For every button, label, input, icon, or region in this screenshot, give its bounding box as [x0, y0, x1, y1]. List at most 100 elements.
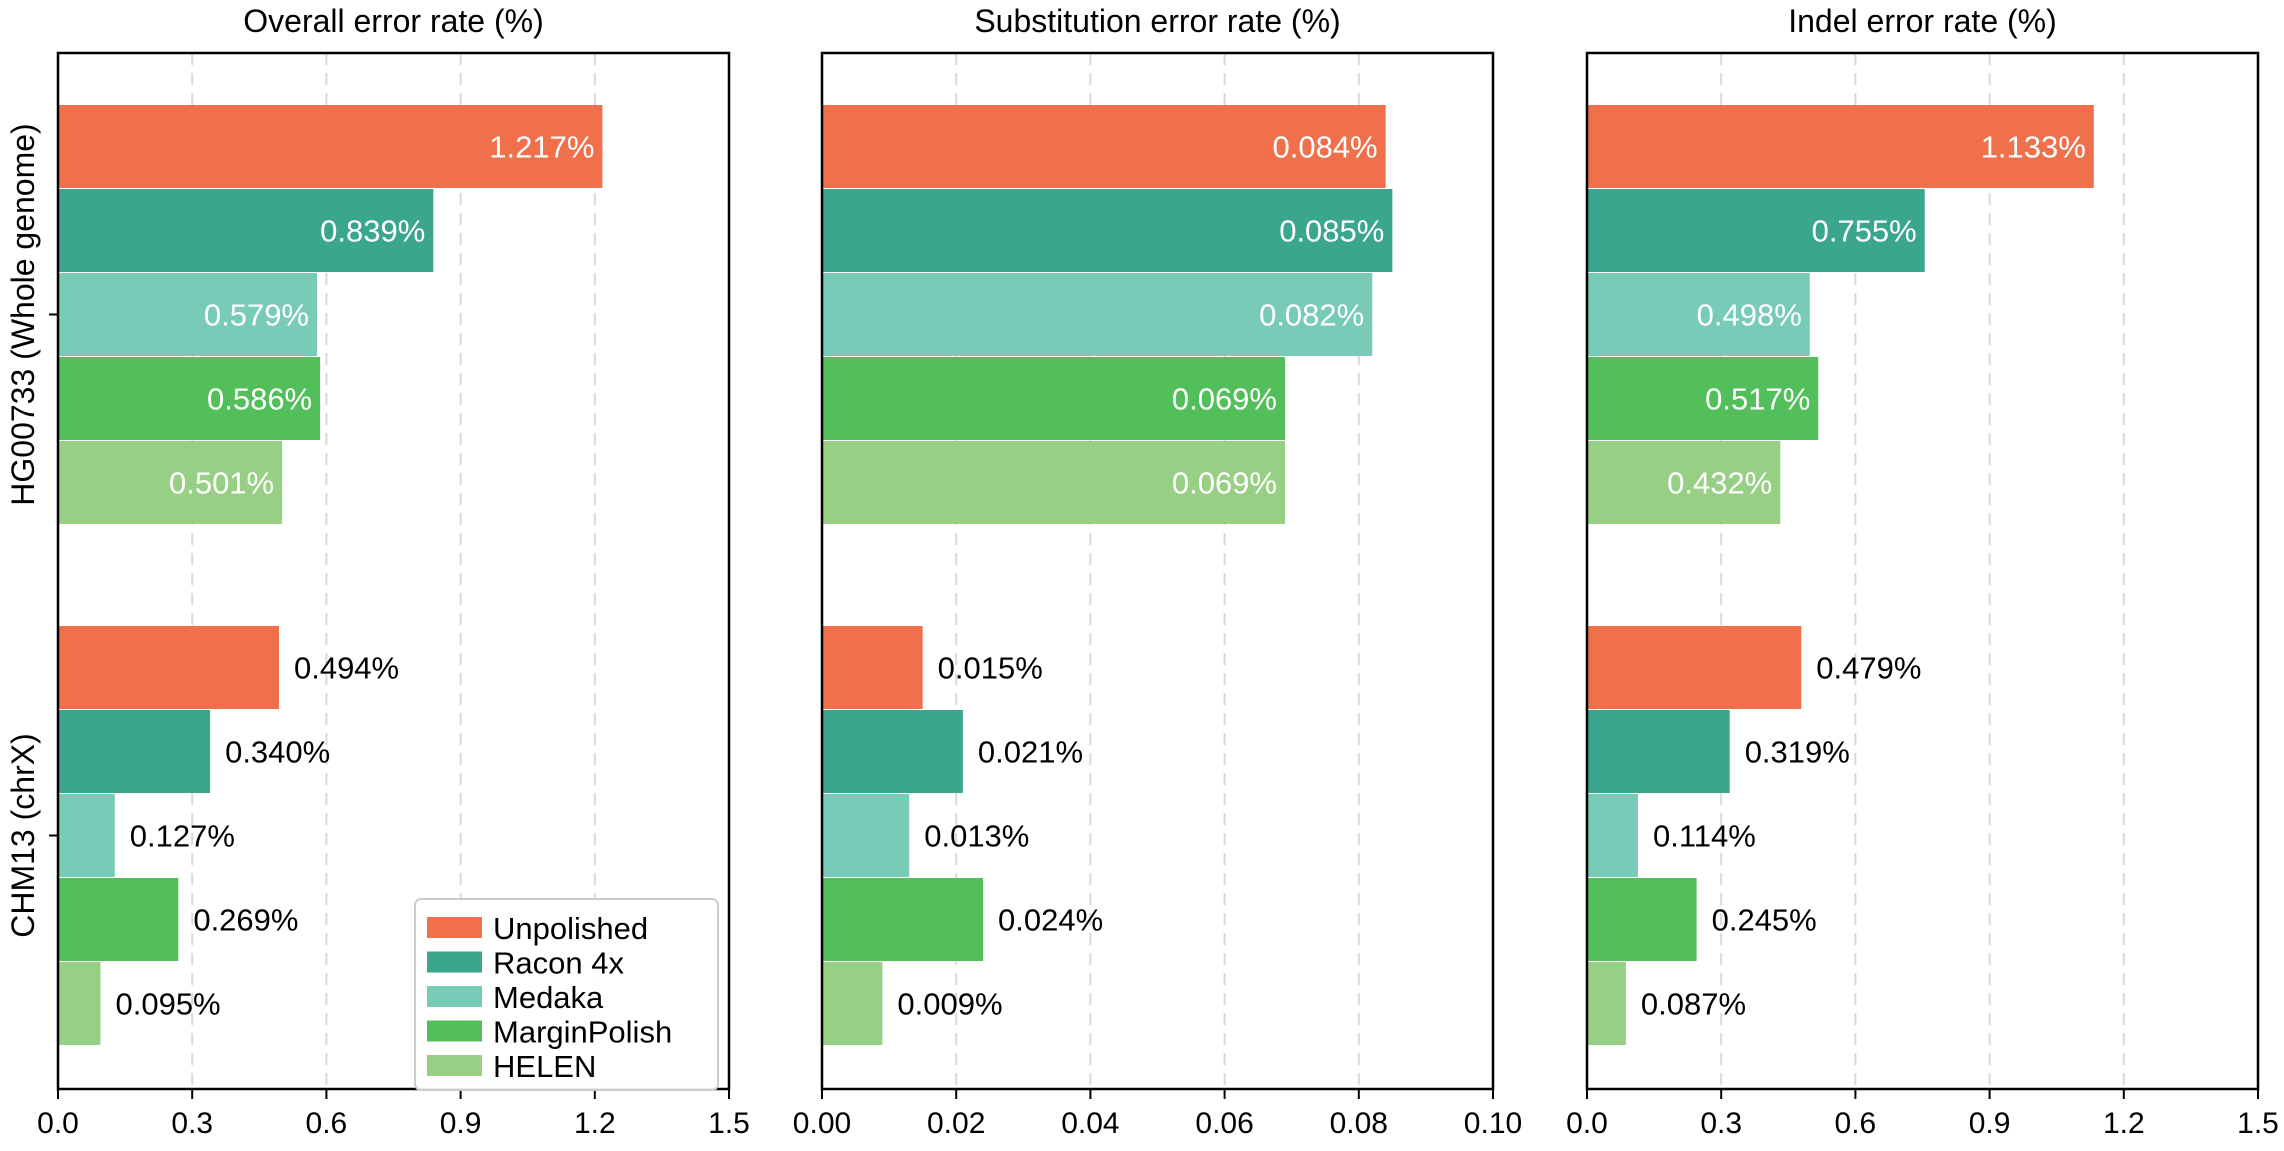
bar-value-label: 0.114%	[1653, 819, 1756, 854]
legend-frame	[414, 898, 719, 1091]
bar-value-label: 0.494%	[294, 651, 399, 686]
bar-value-label: 0.084%	[1272, 130, 1377, 165]
bar-unpolished-hg00733	[58, 105, 603, 188]
x-tick-label: 1.5	[708, 1107, 750, 1140]
bar-value-label: 1.217%	[489, 130, 594, 165]
bar-unpolished-hg00733	[1587, 105, 2094, 188]
bar-value-label: 0.755%	[1812, 214, 1917, 249]
bar-helen-hg00733	[58, 441, 283, 524]
x-tick-label: 0.0	[37, 1107, 79, 1140]
bar-marginpolish-hg00733	[58, 357, 321, 440]
bar-medaka-hg00733	[58, 273, 318, 356]
bar-value-label: 0.586%	[207, 382, 312, 417]
bar-value-label: 0.021%	[978, 735, 1083, 770]
x-tick-label: 0.0	[1566, 1107, 1608, 1140]
bar-value-label: 0.127%	[130, 819, 235, 854]
bar-unpolished-chm13	[58, 626, 279, 709]
x-tick-label: 0.3	[171, 1107, 213, 1140]
bar-value-label: 0.501%	[169, 466, 274, 501]
bar-value-label: 0.082%	[1259, 298, 1364, 333]
bar-racon-4x-chm13	[58, 710, 211, 793]
bar-helen-chm13	[1587, 962, 1626, 1045]
bar-value-label: 0.579%	[204, 298, 309, 333]
bar-helen-chm13	[822, 962, 883, 1045]
x-tick-label: 0.6	[306, 1107, 348, 1140]
x-tick-label: 1.2	[574, 1107, 616, 1140]
bar-racon-4x-hg00733	[822, 189, 1393, 272]
bar-value-label: 0.245%	[1712, 903, 1817, 938]
bar-racon-4x-hg00733	[58, 189, 434, 272]
bar-value-label: 0.013%	[924, 819, 1029, 854]
bar-value-label: 0.479%	[1816, 651, 1921, 686]
bar-unpolished-chm13	[822, 626, 923, 709]
bar-value-label: 0.009%	[897, 987, 1002, 1022]
bar-value-label: 0.517%	[1705, 382, 1810, 417]
axes-frame	[1585, 51, 2260, 1091]
legend-swatch	[427, 1020, 482, 1042]
bar-marginpolish-chm13	[1587, 878, 1697, 961]
bar-value-label: 0.269%	[193, 903, 298, 938]
bar-value-label: 0.432%	[1667, 466, 1772, 501]
bar-marginpolish-chm13	[822, 878, 984, 961]
x-tick-label: 0.06	[1195, 1107, 1253, 1140]
bar-value-label: 0.319%	[1745, 735, 1850, 770]
bar-racon-4x-chm13	[1587, 710, 1730, 793]
x-tick-label: 0.9	[1969, 1107, 2011, 1140]
panel-title: Overall error rate (%)	[243, 3, 544, 39]
legend-swatch	[427, 917, 482, 938]
x-tick-label: 0.00	[793, 1107, 851, 1140]
bar-medaka-chm13	[58, 794, 115, 877]
x-tick-label: 0.3	[1700, 1107, 1742, 1140]
bar-value-label: 0.015%	[938, 651, 1043, 686]
bar-value-label: 0.095%	[115, 987, 220, 1022]
x-tick-label: 0.08	[1330, 1107, 1388, 1140]
panel-3: Indel error rate (%) 1.133% 0.479% 0.755% 0.…	[1566, 3, 2279, 1140]
panel-1: Overall error rate (%) 1.217% 0.494% 0.839%…	[5, 3, 750, 1140]
legend-entry-label: Medaka	[493, 980, 604, 1015]
bar-marginpolish-hg00733	[1587, 357, 1819, 440]
bar-value-label: 0.498%	[1697, 298, 1802, 333]
bar-unpolished-chm13	[1587, 626, 1802, 709]
bar-medaka-hg00733	[1587, 273, 1810, 356]
bar-helen-hg00733	[1587, 441, 1781, 524]
bar-unpolished-hg00733	[822, 105, 1386, 188]
bar-helen-hg00733	[822, 441, 1285, 524]
y-category-label: CHM13 (chrX)	[5, 733, 41, 937]
bar-marginpolish-chm13	[58, 878, 179, 961]
panel-title: Substitution error rate (%)	[974, 3, 1340, 39]
bar-medaka-hg00733	[822, 273, 1373, 356]
bar-racon-4x-hg00733	[1587, 189, 1925, 272]
x-tick-label: 1.2	[2103, 1107, 2145, 1140]
y-category-label: HG00733 (Whole genome)	[5, 123, 41, 505]
bar-value-label: 1.133%	[1981, 130, 2086, 165]
x-tick-label: 0.6	[1835, 1107, 1877, 1140]
legend-entry-label: HELEN	[493, 1049, 596, 1084]
bar-value-label: 0.340%	[225, 735, 330, 770]
panel-2: Substitution error rate (%) 0.084% 0.015% 0…	[793, 3, 1522, 1140]
bar-value-label: 0.087%	[1641, 987, 1746, 1022]
x-tick-label: 1.5	[2237, 1107, 2279, 1140]
legend-swatch	[427, 1055, 482, 1076]
bar-value-label: 0.069%	[1172, 382, 1277, 417]
legend-swatch	[427, 986, 482, 1007]
x-tick-label: 0.10	[1464, 1107, 1522, 1140]
x-tick-label: 0.9	[440, 1107, 482, 1140]
legend-entry-label: Unpolished	[493, 911, 648, 946]
bar-marginpolish-hg00733	[822, 357, 1285, 440]
bar-helen-chm13	[58, 962, 101, 1045]
bar-value-label: 0.839%	[320, 214, 425, 249]
bar-racon-4x-chm13	[822, 710, 963, 793]
bar-medaka-chm13	[822, 794, 910, 877]
bar-value-label: 0.085%	[1279, 214, 1384, 249]
legend-entry-label: Racon 4x	[493, 946, 624, 981]
legend-swatch	[427, 951, 482, 973]
bar-medaka-chm13	[1587, 794, 1638, 877]
x-tick-label: 0.04	[1061, 1107, 1119, 1140]
x-tick-label: 0.02	[927, 1107, 985, 1140]
legend-entry-label: MarginPolish	[493, 1015, 672, 1050]
bar-value-label: 0.024%	[998, 903, 1103, 938]
panel-title: Indel error rate (%)	[1788, 3, 2057, 39]
bar-value-label: 0.069%	[1172, 466, 1277, 501]
